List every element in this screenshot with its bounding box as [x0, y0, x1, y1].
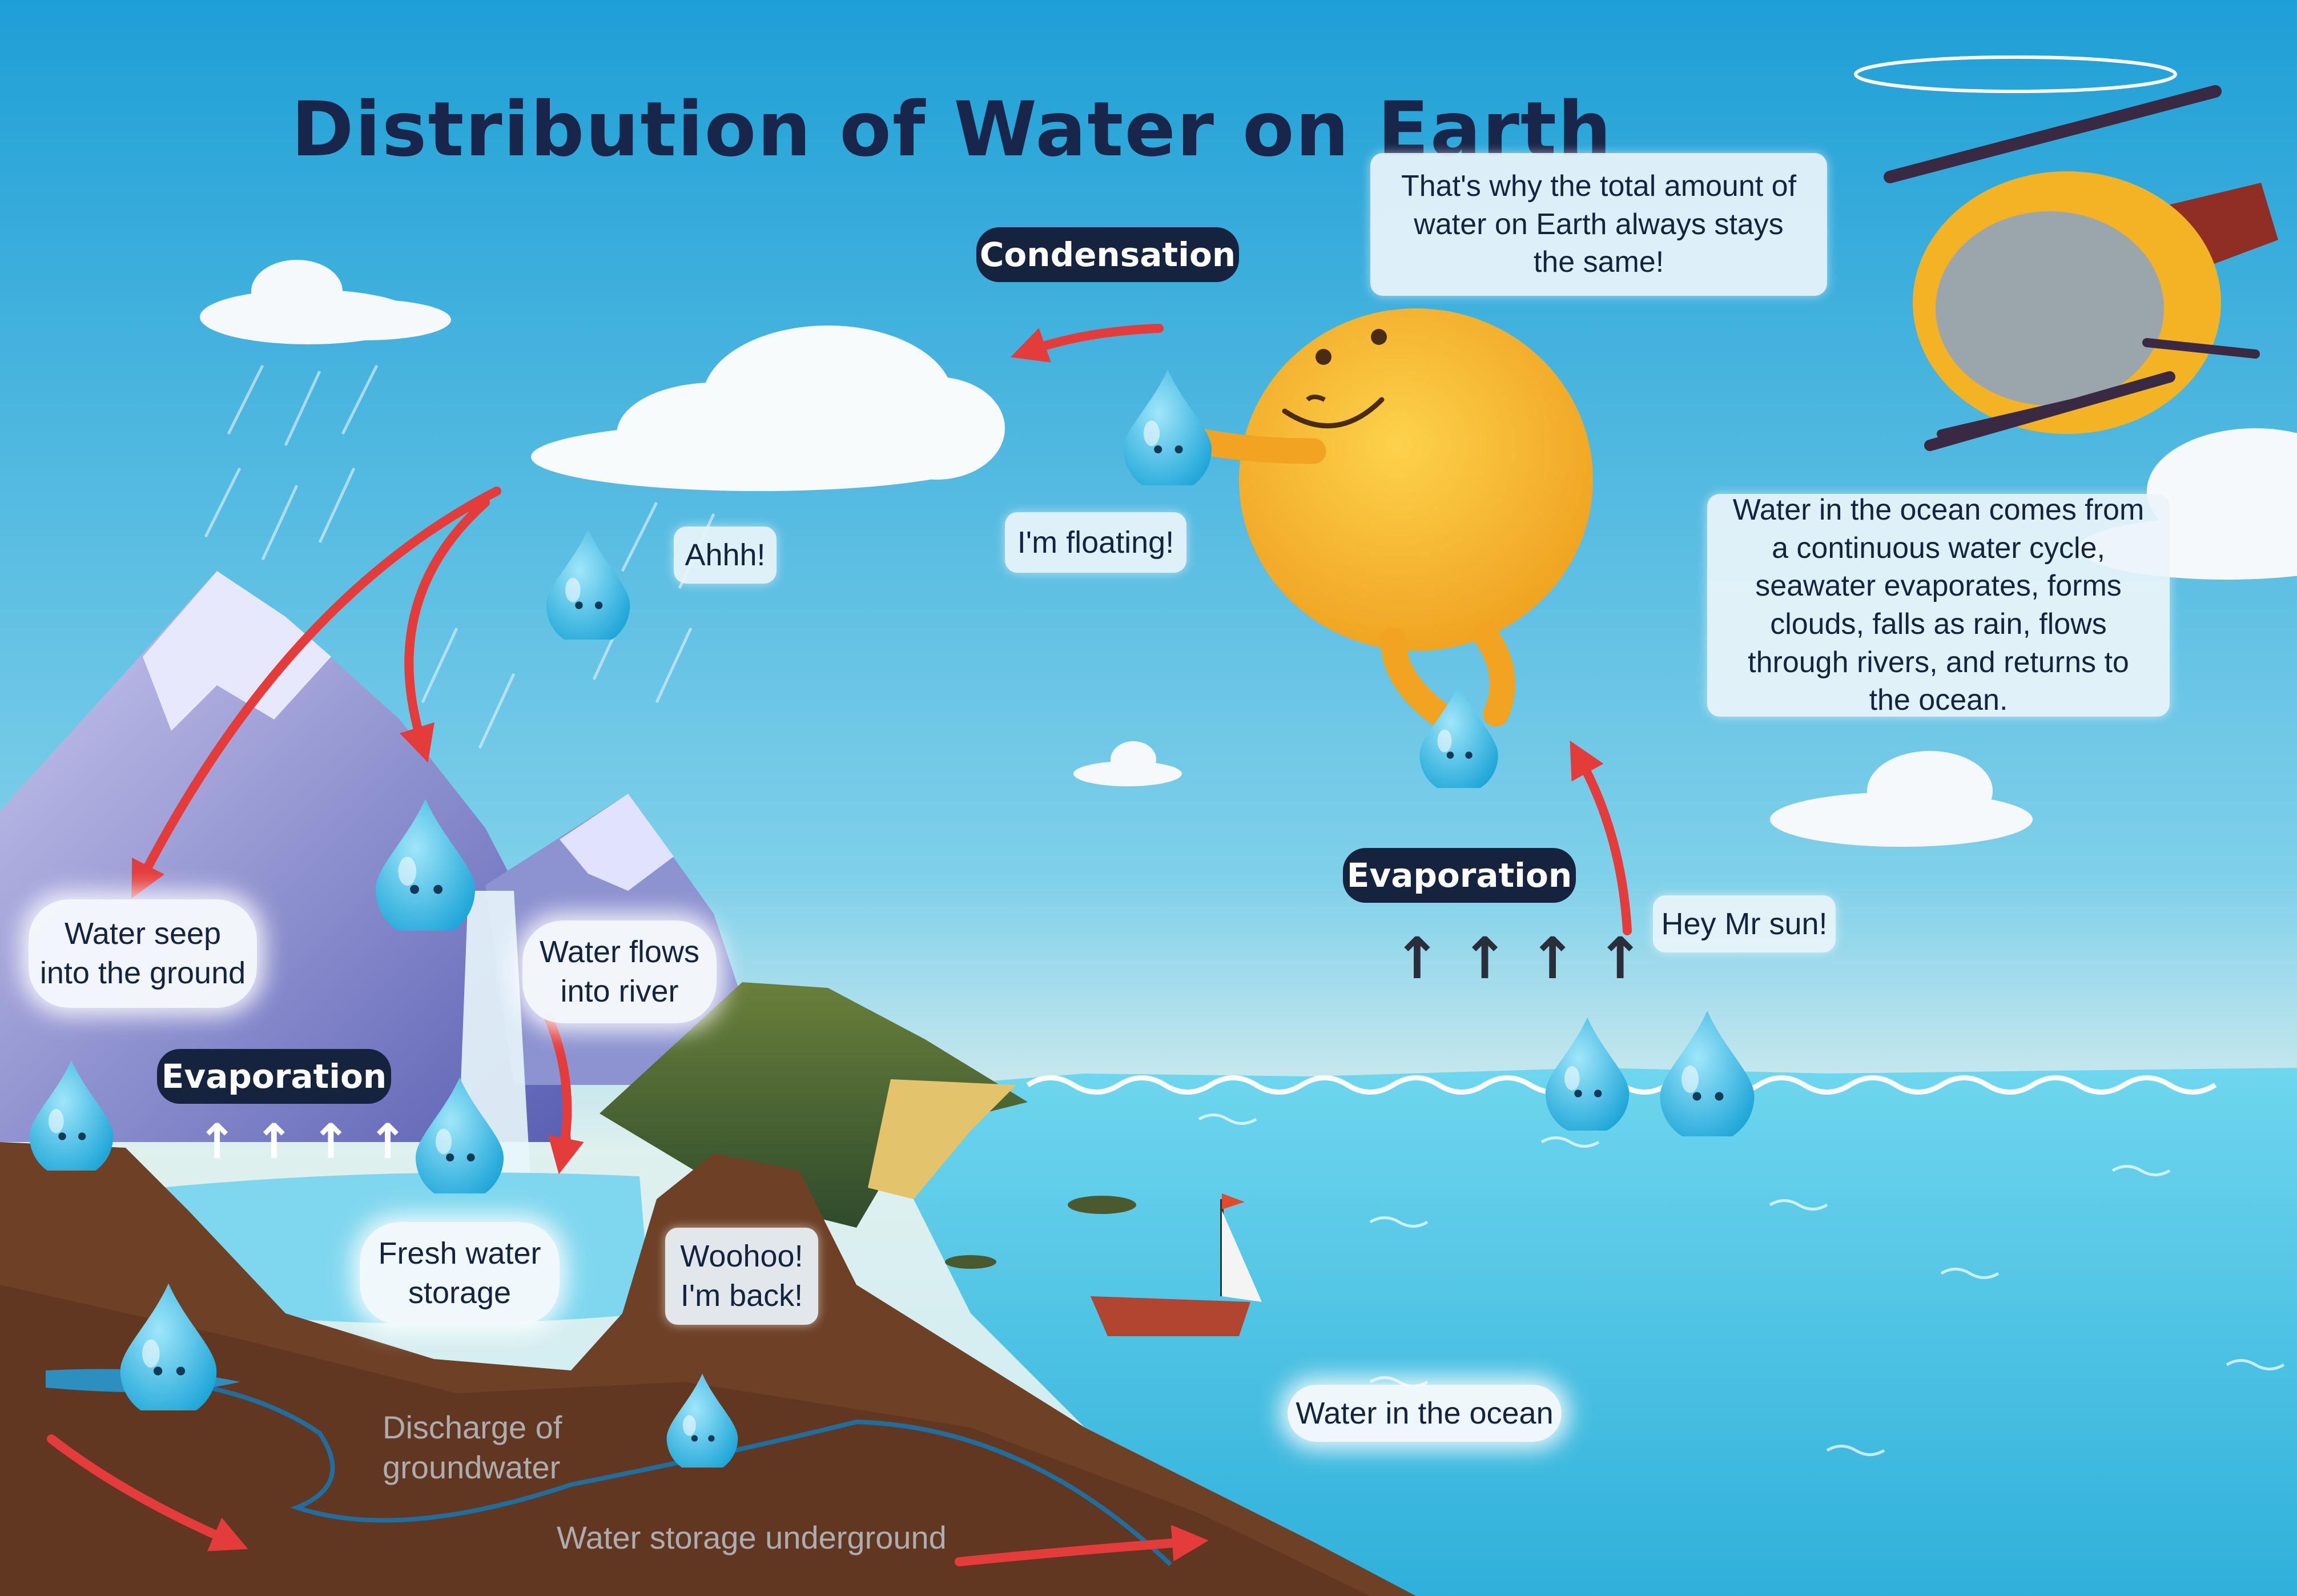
fresh-water-line-1: Fresh water	[378, 1236, 541, 1271]
water-storage-underground-label: Water storage underground	[557, 1519, 947, 1555]
woohoo-line-2: I'm back!	[680, 1279, 803, 1313]
water-seep-line-2: into the ground	[39, 956, 246, 990]
fresh-water-storage-label: Fresh water storage	[360, 1222, 560, 1325]
helicopter	[1854, 55, 2278, 451]
sailboat	[1091, 1193, 1262, 1336]
beach	[868, 1079, 1016, 1199]
sun-character	[1180, 308, 1593, 727]
island-2	[945, 1255, 996, 1269]
floating-speech-bubble: I'm floating!	[1005, 512, 1186, 573]
mountain-snowcap	[143, 571, 331, 731]
ocean-ripples	[1198, 1113, 2285, 1456]
cloud-tiny	[1073, 741, 1182, 786]
water-flows-line-2: into river	[560, 974, 679, 1008]
fresh-water-line-2: storage	[408, 1276, 512, 1310]
discharge-line-1: Discharge of	[383, 1409, 562, 1445]
evaporation-arrows-ocean: ↑ ↑ ↑ ↑	[1393, 925, 1644, 992]
rain-streaks	[204, 364, 715, 749]
woohoo-speech-bubble: Woohoo! I'm back!	[665, 1228, 818, 1325]
cloud-right-low	[1770, 751, 2033, 847]
woohoo-line-1: Woohoo!	[680, 1239, 803, 1273]
groundwater-stream	[57, 1373, 1172, 1566]
mountain-right-snow	[560, 794, 674, 891]
water-seep-line-1: Water seep	[64, 916, 222, 951]
water-seep-label: Water seep into the ground	[29, 899, 257, 1008]
discharge-groundwater-label: Discharge of groundwater	[383, 1408, 562, 1488]
condensation-badge: Condensation	[976, 227, 1239, 282]
ocean-info-box: Water in the ocean comes from a continuo…	[1707, 493, 2170, 717]
evaporation-badge-ocean: Evaporation	[1343, 848, 1576, 903]
cycle-arrows	[47, 324, 1632, 1566]
sun-speech-bubble: That's why the total amount of water on …	[1370, 153, 1827, 296]
cloud-big-center	[531, 325, 1005, 491]
cloud-small-left	[200, 260, 451, 344]
ahhh-speech-bubble: Ahhh!	[674, 526, 777, 584]
evaporation-arrows-lake: ↑ ↑ ↑ ↑	[197, 1113, 408, 1169]
ocean	[914, 1068, 2297, 1596]
evaporation-badge-lake: Evaporation	[157, 1049, 391, 1104]
water-flows-line-1: Water flows	[539, 934, 700, 969]
hey-sun-speech-bubble: Hey Mr sun!	[1653, 895, 1836, 952]
water-flows-label: Water flows into river	[522, 920, 717, 1023]
island-1	[1068, 1196, 1136, 1214]
water-in-ocean-label: Water in the ocean	[1288, 1385, 1562, 1442]
discharge-line-2: groundwater	[383, 1449, 561, 1485]
